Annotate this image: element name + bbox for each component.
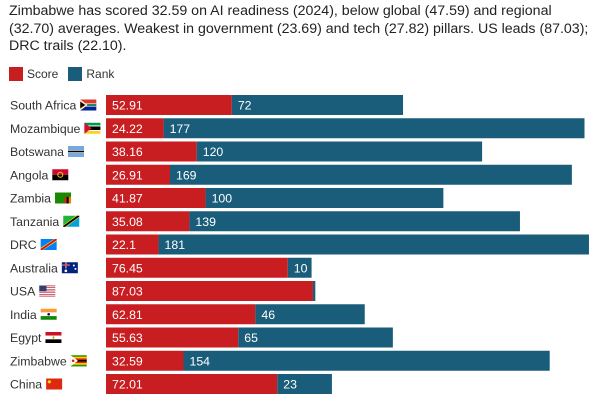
category-label: South Africa bbox=[10, 99, 76, 113]
bar-row-south-africa: South Africa 52.91 72 bbox=[10, 95, 404, 115]
score-value-label: 72.01 bbox=[112, 378, 143, 392]
rank-value-label: 100 bbox=[212, 192, 233, 206]
score-value-label: 24.22 bbox=[112, 122, 143, 136]
category-label: Zambia bbox=[10, 192, 51, 206]
rank-value-label: 169 bbox=[176, 168, 197, 182]
score-value-label: 38.16 bbox=[112, 145, 143, 159]
score-value-label: 41.87 bbox=[112, 192, 143, 206]
legend-swatch-score bbox=[9, 67, 23, 81]
flag-eg-icon bbox=[45, 332, 62, 343]
score-bar bbox=[106, 350, 184, 371]
score-value-label: 22.1 bbox=[112, 238, 136, 252]
rank-value-label: 154 bbox=[189, 354, 210, 368]
category-label: Tanzania bbox=[10, 215, 59, 229]
flag-zw-icon bbox=[70, 355, 87, 367]
score-value-label: 52.91 bbox=[112, 99, 143, 113]
bar-row-drc: DRC 22.1 181 bbox=[10, 234, 589, 255]
score-value-label: 76.45 bbox=[112, 261, 143, 275]
legend-label-rank: Rank bbox=[86, 67, 115, 81]
score-bar bbox=[106, 257, 288, 278]
bar-row-egypt: Egypt 55.63 65 bbox=[10, 327, 393, 348]
rank-bar bbox=[196, 141, 483, 162]
score-bar bbox=[106, 188, 206, 208]
flag-cn-icon bbox=[46, 378, 63, 390]
score-bar bbox=[106, 164, 170, 185]
rank-value-label: 65 bbox=[244, 331, 258, 345]
score-bar bbox=[106, 95, 232, 115]
rank-value-label: 177 bbox=[170, 122, 191, 136]
score-value-label: 26.91 bbox=[112, 168, 143, 182]
flag-ao-icon bbox=[52, 169, 69, 181]
rank-bar bbox=[158, 234, 589, 255]
bar-row-mozambique: Mozambique 24.22 177 bbox=[10, 118, 585, 139]
legend: Score Rank bbox=[9, 67, 124, 81]
rank-bar bbox=[255, 304, 365, 325]
score-value-label: 35.08 bbox=[112, 215, 143, 229]
category-label: Egypt bbox=[10, 331, 42, 345]
rank-bar bbox=[183, 350, 550, 371]
chart-title: Zimbabwe has scored 32.59 on AI readines… bbox=[9, 3, 589, 54]
rank-value-label: 120 bbox=[203, 145, 224, 159]
rank-value-label: 23 bbox=[283, 378, 297, 392]
flag-za-icon bbox=[80, 99, 97, 111]
score-bar bbox=[106, 118, 164, 139]
legend-item-score: Score bbox=[9, 67, 58, 81]
score-value-label: 55.63 bbox=[112, 331, 143, 345]
bar-row-australia: Australia 76.45 10 bbox=[10, 257, 312, 278]
legend-item-rank: Rank bbox=[68, 67, 114, 81]
category-label: DRC bbox=[10, 238, 37, 252]
category-label: Angola bbox=[10, 168, 48, 182]
flag-in-icon bbox=[40, 308, 57, 320]
flag-mz-icon bbox=[84, 122, 101, 134]
rank-bar bbox=[205, 188, 444, 208]
score-value-label: 62.81 bbox=[112, 308, 143, 322]
category-label: Botswana bbox=[10, 145, 64, 159]
rank-bar bbox=[238, 327, 393, 348]
bar-row-china: China 72.01 23 bbox=[10, 374, 332, 394]
rank-value-label: 10 bbox=[294, 261, 308, 275]
score-bar bbox=[106, 281, 313, 301]
rank-bar bbox=[189, 211, 520, 232]
category-label: China bbox=[10, 378, 42, 392]
category-label: Zimbabwe bbox=[10, 354, 67, 368]
rank-bar bbox=[277, 374, 332, 394]
score-bar bbox=[106, 327, 239, 348]
bar-row-zimbabwe: Zimbabwe 32.59 154 bbox=[10, 350, 550, 371]
bar-row-zambia: Zambia 41.87 100 bbox=[10, 188, 444, 208]
rank-bar bbox=[163, 118, 585, 139]
score-bar bbox=[106, 141, 197, 162]
rank-bar bbox=[169, 164, 572, 185]
category-label: Mozambique bbox=[10, 122, 81, 136]
rank-bar bbox=[287, 257, 312, 278]
flag-bw-icon bbox=[68, 146, 85, 157]
bar-row-angola: Angola 26.91 169 bbox=[10, 164, 572, 185]
flag-tz-icon bbox=[63, 215, 80, 227]
category-label: Australia bbox=[10, 261, 58, 275]
rank-bar bbox=[231, 95, 404, 115]
bar-row-usa: USA 87.03 bbox=[10, 281, 316, 301]
rank-value-label: 181 bbox=[165, 238, 186, 252]
flag-zm-icon bbox=[55, 192, 72, 204]
legend-label-score: Score bbox=[27, 67, 59, 81]
score-bar bbox=[106, 234, 159, 255]
rank-bar bbox=[312, 281, 316, 301]
score-value-label: 87.03 bbox=[112, 285, 143, 299]
legend-swatch-rank bbox=[68, 67, 83, 81]
rank-value-label: 139 bbox=[195, 215, 216, 229]
rank-value-label: 46 bbox=[261, 308, 275, 322]
rank-value-label: 72 bbox=[238, 99, 252, 113]
bar-row-botswana: Botswana 38.16 120 bbox=[10, 141, 483, 162]
score-bar bbox=[106, 304, 256, 325]
bar-row-tanzania: Tanzania 35.08 139 bbox=[10, 211, 520, 232]
flag-au-icon bbox=[61, 262, 78, 274]
bar-row-india: India 62.81 46 bbox=[10, 304, 365, 325]
flag-cd-icon bbox=[40, 239, 57, 250]
score-bar bbox=[106, 211, 190, 232]
flag-us-icon bbox=[39, 285, 56, 297]
category-label: India bbox=[10, 308, 37, 322]
category-label: USA bbox=[10, 285, 36, 299]
score-bar bbox=[106, 374, 278, 394]
score-value-label: 32.59 bbox=[112, 354, 143, 368]
